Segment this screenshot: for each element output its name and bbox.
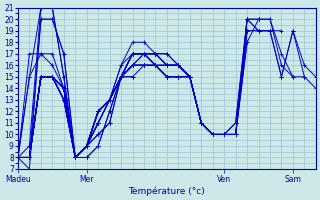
X-axis label: Température (°c): Température (°c) (129, 186, 205, 196)
